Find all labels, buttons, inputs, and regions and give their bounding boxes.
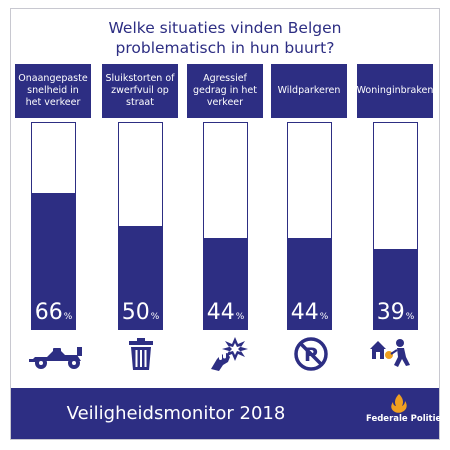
logo-text: Federale Politie [366,414,442,424]
bar [204,238,247,329]
data-label: 44% [288,300,331,325]
bar-track: 44% [203,122,248,330]
no-parking-icon: P [294,337,328,371]
data-label: 39% [374,300,417,325]
bar-track: 39% [373,122,418,330]
data-label-unit: % [319,312,329,322]
data-label-unit: % [63,312,73,322]
data-label-value: 44 [290,300,319,325]
category-label: Wildparkeren [271,64,347,118]
chart-title-line-1: Welke situaties vinden Belgen [108,19,342,37]
bar [288,238,331,329]
category-label: Onaangepaste snelheid in het verkeer [15,64,91,118]
data-label-value: 50 [121,300,150,325]
data-label: 50% [119,300,162,325]
data-label-unit: % [150,312,160,322]
fist-punch-icon [211,337,248,371]
data-label-value: 44 [206,300,235,325]
race-car-icon [29,347,82,369]
burglar-icon [370,339,410,367]
category-label: Sluikstorten of zwerfvuil op straat [102,64,178,118]
footer-title: Veiligheidsmonitor 2018 [66,403,286,424]
trash-bin-icon [129,338,153,370]
data-label: 66% [32,300,75,325]
data-label-value: 39 [376,300,405,325]
data-label-value: 66 [34,300,63,325]
federale-politie-logo: Federale Politie [366,392,442,436]
bar-track: 44% [287,122,332,330]
bar-track: 50% [118,122,163,330]
category-label: Woninginbraken [357,64,433,118]
data-label-unit: % [235,312,245,322]
data-label: 44% [204,300,247,325]
footer-bar: Veiligheidsmonitor 2018 Federale Politie [11,388,442,439]
chart-title-line-2: problematisch in hun buurt? [115,39,335,57]
data-label-unit: % [405,312,415,322]
bar-track: 66% [31,122,76,330]
bar [374,249,417,329]
bar [32,193,75,329]
bar [119,226,162,329]
flame-icon [391,394,407,413]
category-label: Agressief gedrag in het verkeer [187,64,263,118]
